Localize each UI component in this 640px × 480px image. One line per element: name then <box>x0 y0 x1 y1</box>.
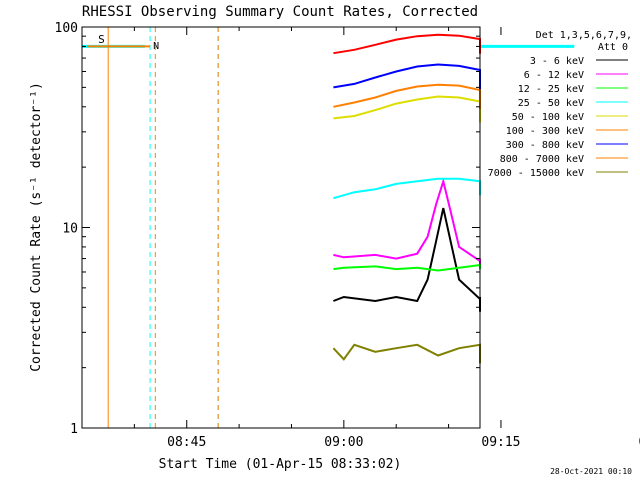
s-label: S <box>98 33 105 46</box>
legend-label: 7000 - 15000 keV <box>488 168 584 179</box>
legend: Det 1,3,5,6,7,9,Att 0 3 - 6 keV 6 - 12 keV… <box>488 30 632 179</box>
annotations: SN <box>82 27 575 428</box>
y-tick-label: 10 <box>62 222 78 237</box>
x-axis-label: Start Time (01-Apr-15 08:33:02) <box>159 457 402 472</box>
x-tick-label: 09:15 <box>481 435 520 450</box>
legend-label: 100 - 300 keV <box>506 126 584 137</box>
n-label: N <box>153 41 159 52</box>
y-axis: 1 10 100 <box>55 21 480 437</box>
y-axis-label: Corrected Count Rate (s⁻¹ detector⁻¹) <box>29 82 44 372</box>
chart-title: RHESSI Observing Summary Count Rates, Co… <box>82 4 478 20</box>
y-tick-label: 1 <box>70 422 78 437</box>
x-tick-label: 09:30 <box>638 435 640 450</box>
legend-label: 12 - 25 keV <box>518 84 584 95</box>
legend-label: 300 - 800 keV <box>506 140 584 151</box>
y-tick-label: 100 <box>55 21 78 36</box>
legend-label: 3 - 6 keV <box>530 56 584 67</box>
legend-label: 800 - 7000 keV <box>500 154 584 165</box>
legend-label: 6 - 12 keV <box>524 70 584 81</box>
footer-date: 28-Oct-2021 00:10 <box>550 467 632 476</box>
legend-label: 50 - 100 keV <box>512 112 584 123</box>
legend-title-line1: Det 1,3,5,6,7,9, <box>536 30 632 41</box>
legend-label: 25 - 50 keV <box>518 98 584 109</box>
legend-title-line2: Att 0 <box>598 42 628 53</box>
x-tick-label: 09:00 <box>324 435 363 450</box>
x-tick-label: 08:45 <box>167 435 206 450</box>
